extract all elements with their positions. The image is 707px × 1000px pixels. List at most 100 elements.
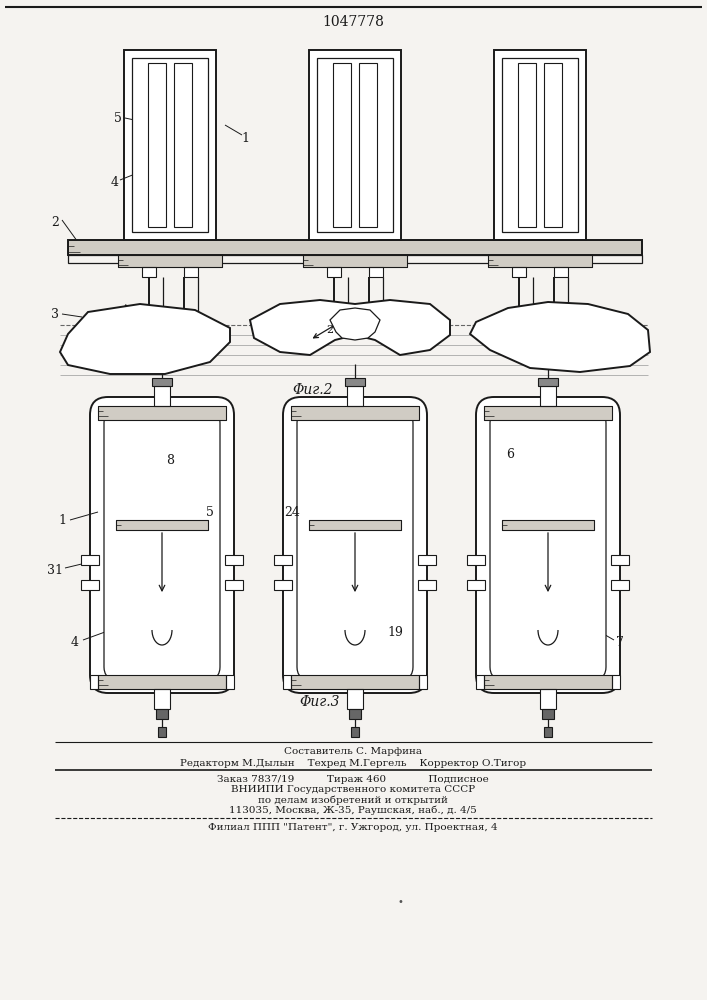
Bar	[81, 580, 99, 590]
Bar	[467, 580, 485, 590]
Bar	[309, 520, 401, 530]
FancyBboxPatch shape	[104, 411, 220, 679]
Bar	[303, 255, 407, 267]
Bar	[476, 675, 484, 689]
Bar	[612, 675, 620, 689]
Bar	[152, 378, 172, 386]
Bar	[540, 689, 556, 709]
Bar	[538, 378, 558, 386]
Polygon shape	[250, 300, 450, 355]
Text: Φиг.2: Φиг.2	[293, 383, 333, 397]
Bar	[174, 63, 192, 227]
Bar	[68, 255, 642, 263]
Text: 113035, Москва, Ж-35, Раушская, наб., д. 4/5: 113035, Москва, Ж-35, Раушская, наб., д.…	[229, 805, 477, 815]
Bar	[124, 50, 216, 240]
Text: 24: 24	[284, 506, 300, 518]
Text: по делам изобретений и открытий: по делам изобретений и открытий	[258, 795, 448, 805]
Bar	[283, 675, 291, 689]
Text: 4: 4	[71, 636, 79, 648]
Bar	[544, 63, 562, 227]
Bar	[158, 727, 166, 737]
Bar	[116, 520, 208, 530]
Text: 31: 31	[47, 564, 63, 576]
Bar	[118, 255, 222, 267]
Text: 7: 7	[616, 636, 624, 648]
Text: Составитель С. Марфина: Составитель С. Марфина	[284, 748, 422, 756]
Bar	[359, 63, 377, 227]
Bar	[540, 386, 556, 406]
Text: 8: 8	[166, 454, 174, 466]
Text: 6: 6	[506, 448, 514, 462]
Bar	[327, 267, 341, 277]
Bar	[484, 406, 612, 420]
Bar	[347, 386, 363, 406]
Bar	[291, 675, 419, 689]
Bar	[81, 555, 99, 565]
Bar	[142, 267, 156, 277]
Bar	[502, 520, 594, 530]
Bar	[225, 555, 243, 565]
Bar	[226, 675, 234, 689]
Bar	[467, 555, 485, 565]
Bar	[494, 50, 586, 240]
Bar	[98, 675, 226, 689]
Bar	[488, 255, 592, 267]
Bar	[484, 675, 612, 689]
Text: ВНИИПИ Государственного комитета СССР: ВНИИПИ Государственного комитета СССР	[231, 786, 475, 794]
Text: 2: 2	[327, 325, 334, 335]
Bar	[502, 520, 594, 530]
Text: 19: 19	[387, 626, 403, 639]
Text: Филиал ППП "Патент", г. Ужгород, ул. Проектная, 4: Филиал ППП "Патент", г. Ужгород, ул. Про…	[208, 824, 498, 832]
Bar	[349, 709, 361, 719]
Bar	[148, 63, 166, 227]
Bar	[542, 709, 554, 719]
Bar	[98, 406, 226, 420]
Bar	[518, 63, 536, 227]
Bar	[347, 689, 363, 709]
Bar	[418, 580, 436, 590]
Bar	[274, 555, 292, 565]
Text: Заказ 7837/19          Тираж 460             Подписное: Заказ 7837/19 Тираж 460 Подписное	[217, 776, 489, 784]
Bar	[116, 520, 208, 530]
Bar	[309, 520, 401, 530]
Text: 3: 3	[51, 308, 59, 320]
Bar	[418, 555, 436, 565]
Bar	[309, 50, 401, 240]
Text: Редакторм М.Дылын    Техред М.Гергель    Корректор О.Тигор: Редакторм М.Дылын Техред М.Гергель Корре…	[180, 758, 526, 768]
Text: Φиг.3: Φиг.3	[300, 695, 340, 709]
FancyBboxPatch shape	[476, 397, 620, 693]
FancyBboxPatch shape	[283, 397, 427, 693]
Bar	[68, 240, 642, 255]
Bar	[611, 555, 629, 565]
Bar	[512, 267, 526, 277]
Bar	[317, 58, 393, 232]
Bar	[291, 406, 419, 420]
Text: 5: 5	[114, 111, 122, 124]
Bar	[333, 63, 351, 227]
Text: 1: 1	[58, 514, 66, 526]
Bar	[554, 267, 568, 277]
Polygon shape	[60, 304, 230, 374]
Bar	[184, 267, 198, 277]
Polygon shape	[330, 308, 380, 340]
Bar	[225, 580, 243, 590]
Bar	[156, 709, 168, 719]
Bar	[345, 378, 365, 386]
Bar	[118, 255, 222, 267]
Bar	[369, 267, 383, 277]
Bar	[502, 58, 578, 232]
Bar	[291, 406, 419, 420]
Text: 2: 2	[51, 216, 59, 229]
Bar	[351, 727, 359, 737]
FancyBboxPatch shape	[297, 411, 413, 679]
FancyBboxPatch shape	[490, 411, 606, 679]
Bar	[291, 675, 419, 689]
Bar	[419, 675, 427, 689]
Bar	[484, 406, 612, 420]
Bar	[68, 240, 642, 255]
Bar	[98, 406, 226, 420]
Bar	[98, 675, 226, 689]
Text: 5: 5	[206, 506, 214, 518]
Text: 1: 1	[241, 131, 249, 144]
Bar	[484, 675, 612, 689]
